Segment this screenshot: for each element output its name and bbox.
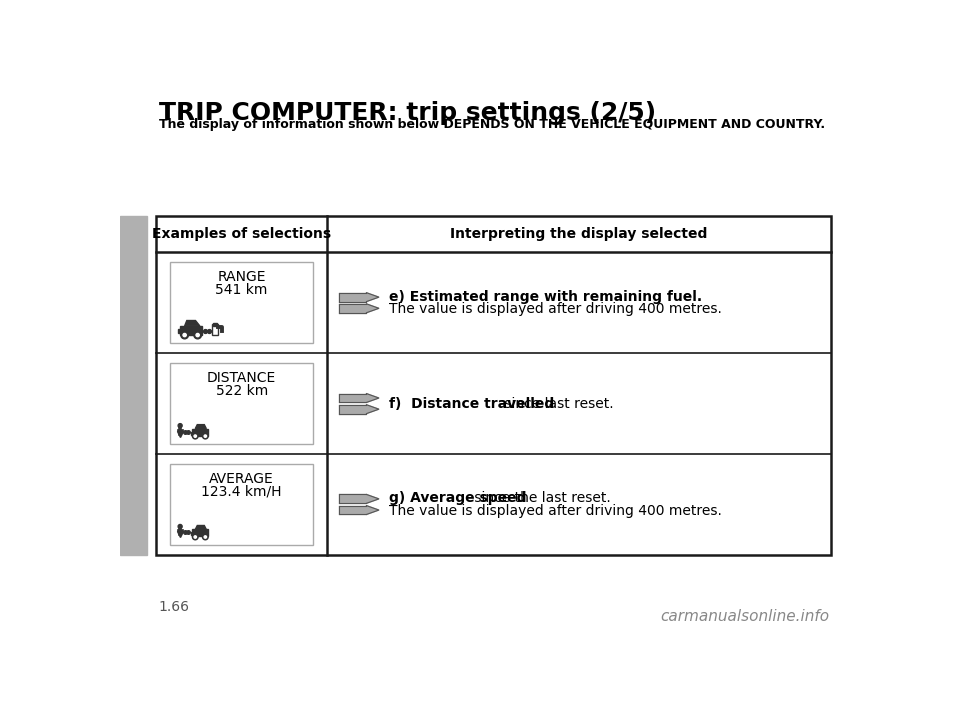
Polygon shape [367, 304, 379, 312]
Circle shape [179, 525, 182, 528]
Bar [339, 393, 367, 403]
Circle shape [194, 332, 202, 339]
Polygon shape [184, 320, 200, 326]
Bar [191, 432, 193, 435]
Circle shape [196, 334, 200, 337]
Text: 541 km: 541 km [215, 283, 268, 297]
Polygon shape [195, 425, 206, 429]
Text: RANGE: RANGE [217, 270, 266, 284]
Bar [170, 364, 313, 444]
Text: Interpreting the display selected: Interpreting the display selected [450, 227, 708, 241]
Text: The display of information shown below DEPENDS ON THE VEHICLE EQUIPMENT AND COUN: The display of information shown below D… [158, 118, 825, 131]
Bar [213, 322, 217, 326]
Text: Examples of selections: Examples of selections [152, 227, 331, 241]
Bar [339, 293, 367, 302]
Bar [192, 429, 208, 436]
Circle shape [204, 536, 206, 538]
Text: The value is displayed after driving 400 metres.: The value is displayed after driving 400… [389, 503, 722, 518]
Bar [179, 329, 181, 334]
Bar [191, 532, 193, 535]
Text: 123.4 km/H: 123.4 km/H [202, 485, 282, 499]
Text: since last reset.: since last reset. [500, 397, 613, 410]
Text: f)  Distance travelled: f) Distance travelled [389, 397, 554, 410]
Text: 522 km: 522 km [216, 384, 268, 398]
Circle shape [204, 435, 206, 437]
Circle shape [194, 435, 197, 437]
Bar [339, 494, 367, 503]
Text: 1.66: 1.66 [158, 600, 190, 614]
Polygon shape [195, 525, 206, 530]
Bar [339, 405, 367, 414]
Circle shape [180, 332, 188, 339]
Circle shape [203, 433, 208, 439]
Text: AVERAGE: AVERAGE [209, 471, 274, 486]
Polygon shape [367, 506, 379, 515]
Bar [156, 216, 830, 555]
Text: DISTANCE: DISTANCE [207, 371, 276, 385]
Text: TRIP COMPUTER: trip settings (2/5): TRIP COMPUTER: trip settings (2/5) [158, 101, 656, 124]
Text: carmanualsonline.info: carmanualsonline.info [660, 609, 829, 624]
Circle shape [192, 534, 198, 540]
Bar [339, 304, 367, 312]
Circle shape [194, 536, 197, 538]
Bar [170, 262, 313, 343]
Polygon shape [367, 494, 379, 503]
Text: since the last reset.: since the last reset. [469, 491, 611, 506]
Circle shape [179, 424, 182, 427]
Circle shape [203, 534, 208, 540]
Text: g) Average speed: g) Average speed [389, 491, 526, 506]
Bar [339, 506, 367, 515]
Polygon shape [367, 293, 379, 302]
Polygon shape [367, 405, 379, 414]
Bar [192, 530, 208, 537]
Polygon shape [367, 393, 379, 403]
Text: The value is displayed after driving 400 metres.: The value is displayed after driving 400… [389, 302, 722, 316]
Bar [212, 324, 218, 334]
Circle shape [192, 433, 198, 439]
Bar [120, 216, 147, 555]
Bar [180, 326, 202, 334]
Text: e) Estimated range with remaining fuel.: e) Estimated range with remaining fuel. [389, 290, 702, 304]
Circle shape [183, 334, 186, 337]
Bar [170, 464, 313, 545]
